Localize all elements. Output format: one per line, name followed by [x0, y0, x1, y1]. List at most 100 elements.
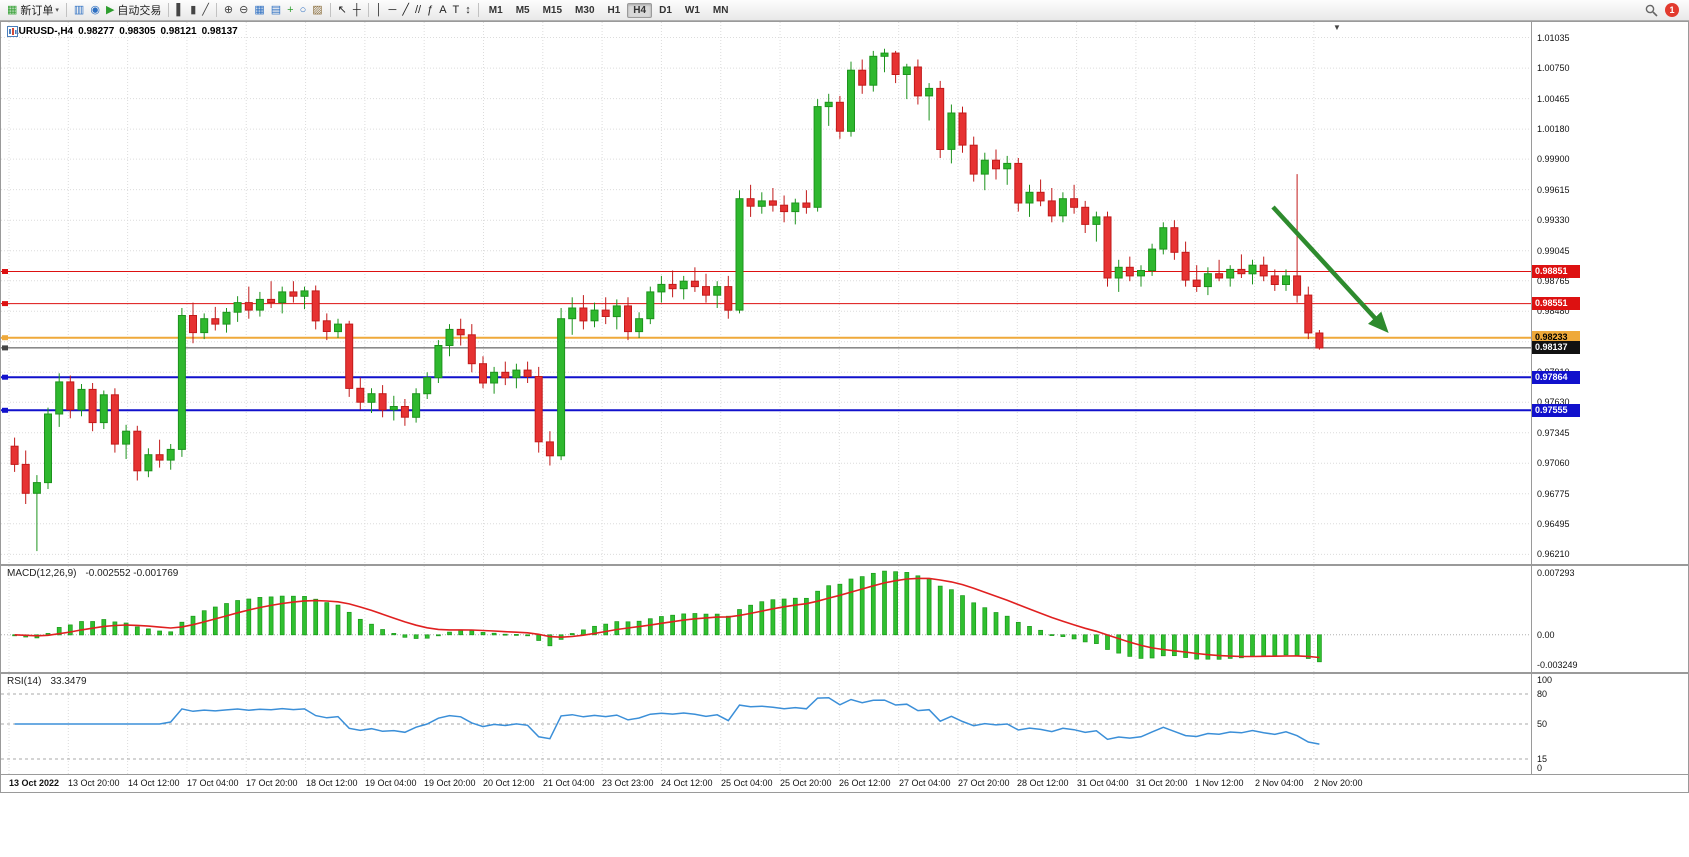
- text-tool-icon[interactable]: A: [436, 2, 449, 19]
- rsi-axis-50: 50: [1537, 719, 1548, 729]
- timeframe-h1[interactable]: H1: [607, 4, 621, 16]
- time-label: 1 Nov 12:00: [1195, 778, 1244, 788]
- rsi-value: 33.3479: [50, 676, 87, 687]
- time-label: 19 Oct 04:00: [365, 778, 417, 788]
- timeframe-d1[interactable]: D1: [659, 4, 672, 16]
- time-label: 13 Oct 2022: [9, 778, 60, 788]
- new-order-button[interactable]: ▦ 新订单 ▾: [4, 2, 62, 19]
- price-tag: 0.98137: [1532, 341, 1580, 355]
- ohlc-low: 0.98121: [160, 26, 197, 37]
- zoom-out-icon: ⊖: [239, 3, 249, 16]
- notification-badge[interactable]: 1: [1665, 3, 1679, 17]
- cursor-tool-icon: ↖: [337, 3, 347, 16]
- charts-window-icon[interactable]: ▥: [71, 2, 87, 19]
- vertical-line-tool-icon: │: [375, 3, 383, 16]
- auto-trading-label: 自动交易: [117, 5, 162, 17]
- label-tool-icon[interactable]: T: [450, 2, 463, 19]
- tile-windows-icon: ▦: [254, 3, 265, 16]
- horizontal-line-tool-icon[interactable]: ─: [386, 2, 400, 19]
- macd-axis-zero: 0.00: [1537, 629, 1555, 640]
- chart-shift-marker[interactable]: ▼: [1333, 23, 1341, 32]
- rsi-axis-100: 100: [1537, 675, 1553, 685]
- new-order-label: 新订单: [20, 5, 54, 17]
- bar-chart-mode-icon[interactable]: ▌: [173, 2, 187, 19]
- toolbar-separator: [215, 3, 217, 17]
- timeframe-mn[interactable]: MN: [712, 4, 729, 16]
- fibonacci-tool-icon[interactable]: ƒ: [424, 2, 436, 19]
- cursor-tool-icon[interactable]: ↖: [335, 2, 350, 19]
- price-tick: 0.98480: [1537, 306, 1570, 317]
- time-label: 17 Oct 20:00: [246, 778, 298, 788]
- rsi-axis-80: 80: [1537, 689, 1548, 699]
- time-label: 18 Oct 12:00: [306, 778, 358, 788]
- auto-trading-button[interactable]: ▶ 自动交易: [103, 2, 164, 19]
- time-label: 20 Oct 12:00: [483, 778, 535, 788]
- time-label: 21 Oct 04:00: [543, 778, 595, 788]
- price-chart-plot[interactable]: EURUSD-,H4 0.98277 0.98305 0.98121 0.981…: [1, 22, 1531, 564]
- symbol-period: EURUSD-,H4: [12, 26, 74, 37]
- macd-label: MACD(12,26,9) -0.002552 -0.001769: [7, 568, 178, 579]
- cascade-windows-icon: ▤: [270, 3, 282, 16]
- price-axis[interactable]: 1.01035 1.00750 1.00465 1.00180 0.99900 0.996…: [1531, 22, 1688, 564]
- candle-chart-mode-icon[interactable]: ▮: [187, 2, 199, 19]
- macd-name: MACD(12,26,9): [7, 568, 77, 579]
- price-tick: 0.96775: [1537, 488, 1570, 499]
- price-tag: 0.97555: [1532, 403, 1580, 417]
- timeframe-w1[interactable]: W1: [684, 4, 700, 16]
- zoom-in-icon[interactable]: ⊕: [221, 2, 236, 19]
- price-tag: 0.98233: [1532, 331, 1580, 345]
- channel-tool-icon[interactable]: //: [412, 2, 424, 19]
- panel-divider[interactable]: [1, 672, 1688, 674]
- time-label: 25 Oct 04:00: [721, 778, 773, 788]
- text-tool-icon: A: [439, 3, 447, 16]
- chart-title: EURUSD-,H4 0.98277 0.98305 0.98121 0.981…: [7, 26, 238, 37]
- price-tick: 1.01035: [1537, 32, 1570, 43]
- panel-divider[interactable]: [1, 564, 1688, 566]
- toolbar-icons: ▦ 新订单 ▾ ▥ ◉ ▶ 自动交易 ▌ ▮ ╱ ⊕ ⊖ ▦ ▤ + ○ ▨ ↖ ┼ │ ─ ╱//ƒ A T ↕: [4, 2, 483, 19]
- timeframe-h4[interactable]: H4: [627, 2, 653, 18]
- macd-axis-max: 0.007293: [1537, 568, 1575, 578]
- price-tick: 1.00750: [1537, 63, 1570, 74]
- zoom-out-icon[interactable]: ⊖: [236, 2, 251, 19]
- cascade-windows-icon[interactable]: ▤: [268, 2, 284, 19]
- template-icon[interactable]: ▨: [309, 2, 325, 19]
- trendline-tool-icon[interactable]: ╱: [399, 2, 412, 19]
- chart-window: EURUSD-,H4 0.98277 0.98305 0.98121 0.981…: [0, 21, 1689, 793]
- macd-panel[interactable]: MACD(12,26,9) -0.002552 -0.001769: [1, 566, 1531, 672]
- time-label: 26 Oct 12:00: [839, 778, 891, 788]
- time-label: 27 Oct 04:00: [899, 778, 951, 788]
- indicators-add-icon[interactable]: +: [284, 2, 296, 19]
- line-chart-mode-icon[interactable]: ╱: [199, 2, 212, 19]
- timeframe-m1[interactable]: M1: [488, 4, 503, 16]
- price-tick: 0.99330: [1537, 215, 1570, 226]
- line-chart-mode-icon: ╱: [202, 3, 209, 16]
- price-tick: 1.00180: [1537, 124, 1570, 135]
- zoom-in-icon: ⊕: [223, 3, 234, 16]
- rsi-chart: [1, 674, 1531, 774]
- toolbar-separator: [65, 3, 67, 17]
- timeframe-m30[interactable]: M30: [575, 4, 595, 16]
- macd-axis[interactable]: 0.007293 0.00 -0.003249: [1531, 566, 1688, 672]
- rsi-panel[interactable]: RSI(14) 33.3479: [1, 674, 1531, 774]
- tile-windows-icon[interactable]: ▦: [251, 2, 267, 19]
- vertical-line-tool-icon[interactable]: │: [373, 2, 386, 19]
- label-tool-icon: T: [452, 3, 460, 16]
- timeframe-m15[interactable]: M15: [542, 4, 563, 16]
- trendline-tool-icon: ╱: [402, 3, 409, 16]
- time-label: 31 Oct 20:00: [1136, 778, 1188, 788]
- period-clock-icon[interactable]: ○: [297, 2, 310, 19]
- timeframe-m5[interactable]: M5: [515, 4, 530, 16]
- time-label: 14 Oct 12:00: [128, 778, 180, 788]
- time-label: 27 Oct 20:00: [958, 778, 1010, 788]
- price-tick: 0.97060: [1537, 458, 1570, 469]
- arrows-tool-icon: ↕: [465, 3, 471, 16]
- market-watch-icon[interactable]: ◉: [87, 2, 103, 19]
- search-icon[interactable]: [1645, 4, 1658, 17]
- time-axis[interactable]: 13 Oct 2022 13 Oct 20:00 14 Oct 12:00 17 Oc…: [1, 774, 1688, 792]
- indicators-add-icon: +: [287, 3, 294, 16]
- rsi-axis[interactable]: 100 80 50 15 0: [1531, 674, 1688, 774]
- crosshair-tool-icon[interactable]: ┼: [350, 2, 364, 19]
- price-tag: 0.97864: [1532, 370, 1580, 384]
- arrows-tool-icon[interactable]: ↕: [462, 2, 474, 19]
- time-label: 2 Nov 20:00: [1314, 778, 1363, 788]
